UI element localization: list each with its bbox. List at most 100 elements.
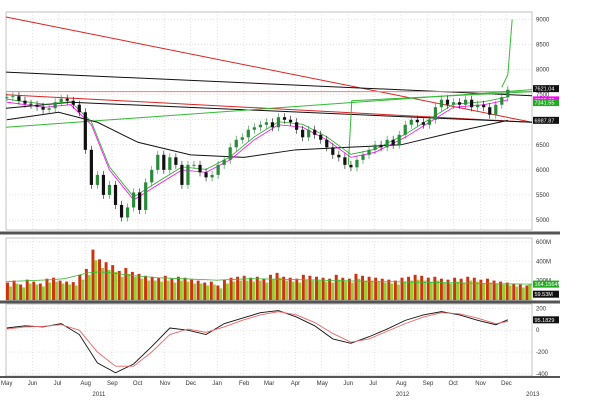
y-tick-label: 6500 [536, 143, 550, 149]
volume-bar [364, 280, 367, 300]
x-axis: May Jun Jul Aug Sep Oct Nov Dec Jan Feb Mar Apr May J… [1, 381, 540, 398]
volume-bar [295, 278, 299, 300]
volume-bar [374, 277, 378, 300]
volume-bar [459, 278, 463, 300]
volume-bar [252, 281, 256, 300]
candle-body [252, 127, 256, 130]
volume-bar [249, 277, 253, 300]
volume-bar [183, 277, 187, 300]
volume-bar [101, 268, 104, 300]
volume-bar [472, 277, 476, 300]
candle-body [29, 103, 33, 105]
price-panel: 5000550060006500700075008000850090007621… [5, 11, 559, 231]
volume-bar [258, 280, 262, 300]
panel-divider [0, 376, 560, 378]
x-year-label: 2012 [396, 392, 410, 398]
x-tick-label: Oct [133, 381, 143, 387]
candle-body [494, 104, 498, 115]
candle-body [313, 129, 317, 135]
volume-bar [403, 281, 407, 300]
candle-body [216, 164, 220, 175]
candle-body [210, 174, 214, 178]
oscillator-line [6, 311, 508, 367]
volume-bar [442, 282, 446, 300]
volume-bar [508, 285, 512, 300]
candle-body [470, 99, 474, 108]
candle-body [186, 164, 190, 185]
y-tick-label: 400M [536, 259, 551, 265]
volume-bar [219, 288, 223, 300]
volume-bar [344, 281, 348, 300]
candle-body [403, 124, 407, 135]
volume-bar [521, 287, 525, 300]
y-tick-label: -400 [536, 372, 549, 378]
candle-body [325, 139, 329, 148]
volume-bar [68, 284, 72, 300]
volume-bar [328, 278, 332, 300]
candle-body [59, 98, 63, 103]
volume-bar [416, 279, 420, 300]
y-tick-label: -200 [536, 350, 549, 356]
last-value-label: 164.1564M [535, 282, 563, 288]
volume-bar [278, 277, 282, 300]
y-tick-label: 7500 [536, 93, 550, 99]
volume-bar [222, 279, 226, 300]
candle-body [276, 117, 281, 128]
candle-body [397, 134, 401, 145]
candle-body [53, 102, 57, 109]
trendline [5, 16, 533, 123]
volume-bar [466, 276, 470, 300]
volume-bar [173, 282, 177, 300]
volume-bar [347, 278, 351, 300]
candle-body [409, 119, 413, 125]
volume-bar [242, 275, 246, 300]
candle-body [77, 104, 81, 113]
volume-bar [140, 278, 144, 300]
volume-bar [12, 280, 16, 300]
candle-body [138, 192, 142, 210]
y-tick-label: 0 [536, 328, 540, 334]
candle-body [355, 159, 359, 168]
candle-body [258, 124, 262, 128]
candle-body [162, 154, 166, 170]
volume-bar [449, 283, 453, 300]
volume-bar [383, 282, 387, 300]
last-value-flag [533, 85, 559, 93]
volume-bar [133, 276, 137, 300]
volume-bar [84, 269, 88, 300]
volume-bar [48, 282, 52, 300]
volume-bar [104, 262, 108, 300]
volume-bar [357, 278, 361, 300]
volume-bar [518, 284, 522, 300]
x-tick-label: Mar [264, 381, 274, 387]
candle-body [301, 129, 305, 138]
x-tick-label: Feb [239, 381, 250, 387]
x-tick-label: Apr [291, 381, 300, 387]
candle-body [234, 139, 238, 148]
volume-bar [456, 281, 460, 300]
volume-bar [525, 285, 529, 300]
oscillator-panel: -400 -200 0 200 95.1829 [5, 303, 559, 378]
volume-bar [512, 283, 516, 300]
volume-bar [71, 282, 75, 300]
last-value-flag [533, 316, 559, 324]
volume-bar [282, 276, 286, 300]
volume-bar [15, 283, 19, 300]
volume-bar [275, 272, 279, 300]
volume-bar [186, 281, 190, 300]
volume-bar [380, 278, 384, 300]
x-tick-label: Aug [80, 381, 91, 387]
candle-body [294, 122, 299, 130]
volume-bar [308, 275, 312, 300]
candle-body [240, 137, 244, 140]
candle-body [113, 184, 118, 205]
volume-bar [370, 280, 374, 300]
volume-bar [87, 274, 91, 300]
x-tick-label: May [1, 381, 12, 387]
volume-bar [479, 279, 483, 300]
volume-bar [423, 280, 427, 300]
panel-divider [0, 300, 560, 304]
volume-bar [505, 282, 509, 300]
candle-body [95, 174, 100, 185]
volume-bar [190, 279, 194, 300]
